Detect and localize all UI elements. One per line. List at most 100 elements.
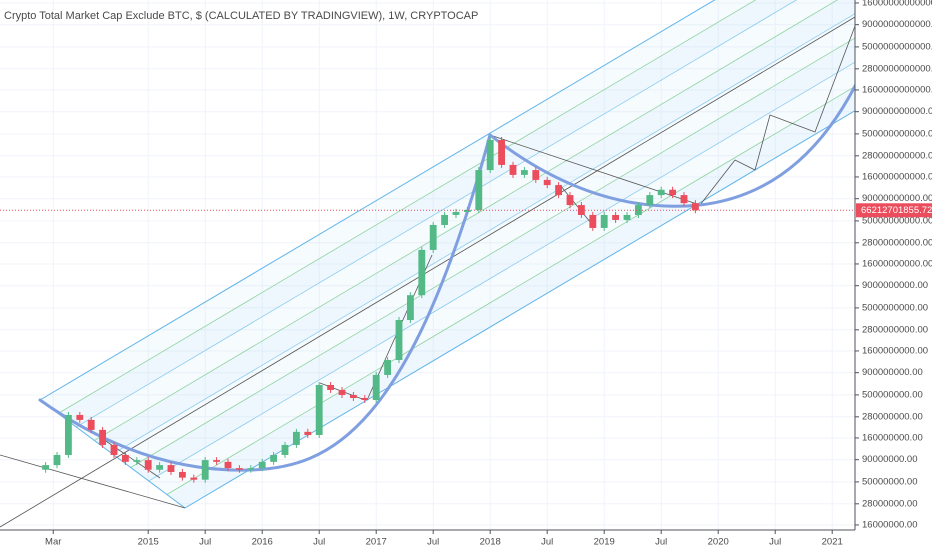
x-tick-label: 2018	[480, 537, 501, 548]
chart-title: Crypto Total Market Cap Exclude BTC, $ (…	[4, 10, 478, 22]
x-tick-label: Jul	[769, 537, 781, 548]
candle-body	[577, 205, 585, 215]
candle-body	[555, 185, 563, 196]
candle-body	[247, 468, 255, 470]
candle-body	[634, 205, 642, 215]
x-tick-label: 2019	[594, 537, 615, 548]
y-tick-label: 2800000000000.00	[862, 63, 932, 74]
drawings	[0, 16, 855, 528]
candle-body	[680, 195, 688, 204]
y-tick-label: 500000000000.00	[862, 128, 932, 139]
y-tick-label: 500000000.00	[862, 389, 923, 400]
y-tick-label: 280000000.00	[862, 411, 923, 422]
candle-body	[292, 431, 300, 445]
pitchfork-line	[130, 37, 855, 468]
candle-body	[258, 461, 266, 469]
candle-body	[612, 214, 620, 220]
candle-body	[372, 374, 380, 400]
x-tick-label: 2020	[708, 537, 729, 548]
pitchfork-band	[76, 0, 838, 441]
y-tick-label: 2800000000.00	[862, 324, 928, 335]
candle-body	[463, 209, 471, 212]
x-tick-label: Jul	[313, 537, 325, 548]
candle-body	[64, 414, 72, 455]
pitchfork-line	[76, 0, 798, 428]
price-axis	[855, 0, 932, 550]
trend-line	[489, 134, 701, 206]
candle-body	[201, 460, 209, 480]
trend-line	[559, 184, 596, 229]
pitchfork	[39, 0, 855, 509]
y-tick-label: 90000000.00	[862, 454, 917, 465]
arc	[38, 133, 492, 472]
candle-body	[669, 189, 677, 196]
y-tick-label: 28000000.00	[862, 498, 917, 509]
pitchfork-band	[94, 0, 855, 454]
candle-body	[429, 224, 437, 250]
candle-body	[156, 465, 164, 470]
candle-body	[475, 170, 483, 210]
candle-body	[144, 460, 152, 470]
x-tick-label: Jul	[427, 537, 439, 548]
x-tick-label: 2016	[252, 537, 273, 548]
candle-body	[498, 139, 506, 165]
y-tick-label: 16000000000000.00	[862, 0, 932, 8]
candles	[0, 136, 855, 483]
candle-body	[452, 211, 460, 215]
x-tick-label: Jul	[541, 537, 553, 548]
candle-body	[406, 295, 414, 321]
candle-body	[327, 384, 335, 390]
y-tick-label: 160000000.00	[862, 432, 923, 443]
x-tick-label: Jul	[199, 537, 211, 548]
candle-body	[167, 465, 175, 472]
y-tick-label: 160000000000.00	[862, 171, 932, 182]
x-tick-label: 2015	[138, 537, 159, 548]
trend-line	[0, 454, 186, 509]
candle-body	[384, 359, 392, 375]
x-tick-label: Mar	[45, 537, 61, 548]
candle-body	[304, 431, 312, 436]
y-tick-label: 5000000000000.00	[862, 41, 932, 52]
candle-body	[315, 384, 323, 436]
pitchfork-line	[94, 0, 838, 441]
candle-body	[589, 214, 597, 228]
candle-body	[110, 444, 118, 455]
candle-body	[509, 164, 517, 175]
price-label: 66212701855.72	[861, 205, 932, 216]
pitchfork-line	[39, 0, 716, 401]
y-tick-label: 50000000000.00	[862, 215, 932, 226]
median-line	[0, 16, 855, 528]
candle-body	[121, 454, 129, 462]
candle-body	[338, 389, 346, 395]
pitchfork-line	[57, 0, 757, 414]
y-tick-label: 280000000000.00	[862, 150, 932, 161]
y-tick-label: 50000000.00	[862, 476, 917, 487]
x-tick-label: 2017	[366, 537, 387, 548]
arc	[488, 82, 855, 208]
pitchfork-band	[166, 86, 855, 508]
candle-body	[691, 203, 699, 211]
candle-body	[657, 189, 665, 196]
candle-body	[566, 195, 574, 206]
candle-body	[543, 179, 551, 186]
candle-body	[532, 170, 540, 180]
candle-body	[213, 460, 221, 462]
y-tick-label: 16000000000.00	[862, 258, 932, 269]
candle-body	[133, 460, 141, 462]
candle-body	[178, 471, 186, 478]
y-tick-label: 900000000.00	[862, 367, 923, 378]
pitchfork-line	[112, 13, 855, 455]
candle-body	[99, 429, 107, 445]
candle-body	[646, 195, 654, 206]
candle-body	[395, 320, 403, 360]
y-tick-label: 9000000000.00	[862, 280, 928, 291]
candle-body	[53, 454, 61, 466]
y-tick-label: 900000000000.00	[862, 106, 932, 117]
y-tick-label: 5000000000.00	[862, 302, 928, 313]
candle-body	[623, 214, 631, 220]
pitchfork-line	[166, 85, 855, 495]
pitchfork-band	[148, 62, 855, 495]
x-tick-label: 2021	[822, 537, 843, 548]
